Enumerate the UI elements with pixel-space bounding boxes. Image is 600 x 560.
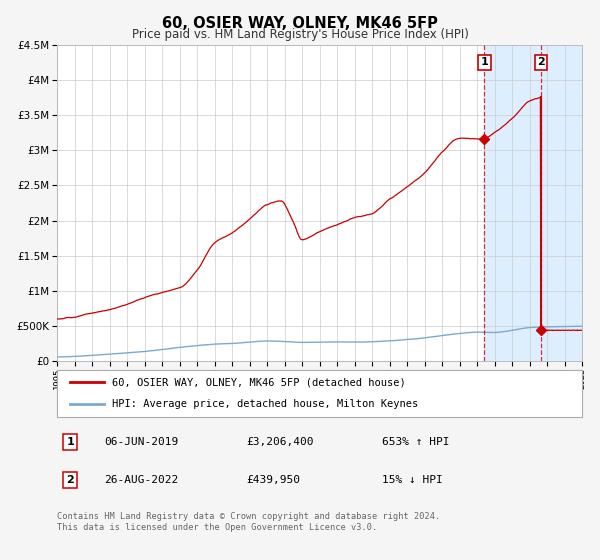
Text: 15% ↓ HPI: 15% ↓ HPI	[383, 475, 443, 486]
Text: £439,950: £439,950	[246, 475, 300, 486]
Text: 653% ↑ HPI: 653% ↑ HPI	[383, 437, 450, 447]
Text: £3,206,400: £3,206,400	[246, 437, 314, 447]
Text: Contains HM Land Registry data © Crown copyright and database right 2024.
This d: Contains HM Land Registry data © Crown c…	[57, 512, 440, 532]
Text: 2: 2	[66, 475, 74, 486]
Text: 06-JUN-2019: 06-JUN-2019	[104, 437, 179, 447]
Text: 2: 2	[537, 58, 545, 67]
Text: 60, OSIER WAY, OLNEY, MK46 5FP (detached house): 60, OSIER WAY, OLNEY, MK46 5FP (detached…	[112, 377, 406, 388]
Text: 26-AUG-2022: 26-AUG-2022	[104, 475, 179, 486]
Text: 1: 1	[66, 437, 74, 447]
Text: Price paid vs. HM Land Registry's House Price Index (HPI): Price paid vs. HM Land Registry's House …	[131, 28, 469, 41]
Text: 1: 1	[481, 58, 488, 67]
Bar	[484, 45, 582, 361]
Text: 60, OSIER WAY, OLNEY, MK46 5FP: 60, OSIER WAY, OLNEY, MK46 5FP	[162, 16, 438, 31]
Text: HPI: Average price, detached house, Milton Keynes: HPI: Average price, detached house, Milt…	[112, 399, 418, 409]
